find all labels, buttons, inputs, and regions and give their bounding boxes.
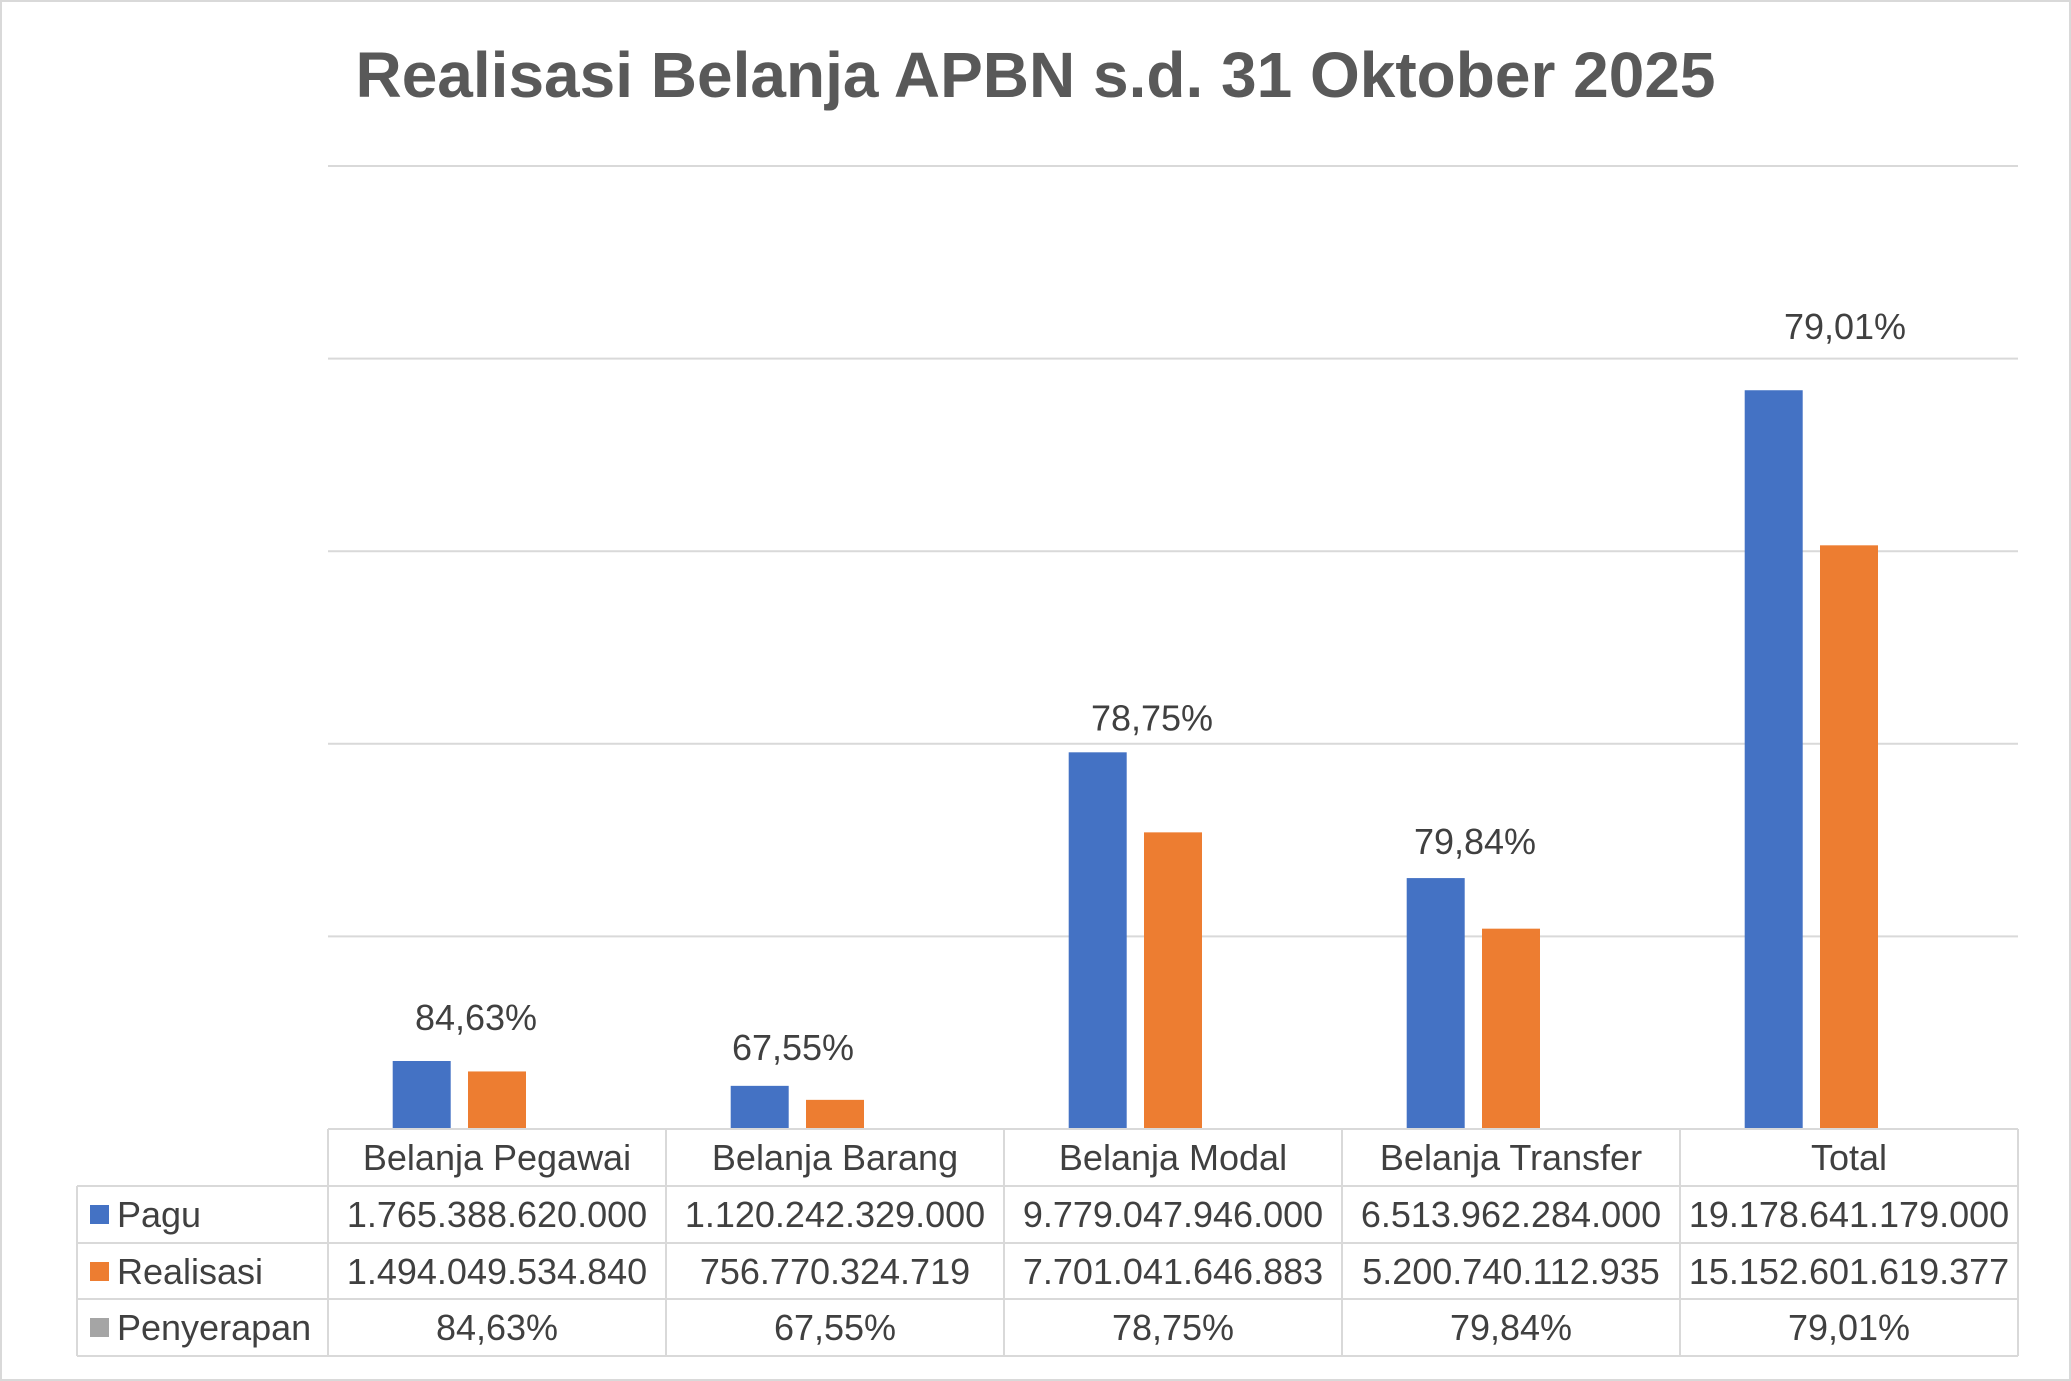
table-cell: 78,75%: [1112, 1307, 1234, 1348]
data-label-belanja-transfer: 79,84%: [1414, 821, 1536, 862]
bar-pagu-belanja-transfer: [1406, 878, 1465, 1129]
bar-realisasi-total: [1820, 545, 1878, 1129]
table-cell: 15.152.601.619.377: [1689, 1251, 2009, 1292]
category-label: Belanja Barang: [712, 1137, 958, 1178]
data-labels: 84,63% 67,55% 78,75% 79,84% 79,01%: [415, 306, 1906, 1068]
table-header-row: Belanja Pegawai Belanja Barang Belanja M…: [363, 1137, 1887, 1178]
data-label-belanja-modal: 78,75%: [1091, 697, 1213, 738]
data-label-belanja-barang: 67,55%: [732, 1027, 854, 1068]
table-cell: 19.178.641.179.000: [1689, 1194, 2009, 1235]
table-cell: 5.200.740.112.935: [1362, 1251, 1660, 1292]
table-cell: 6.513.962.284.000: [1361, 1194, 1661, 1235]
data-label-total: 79,01%: [1784, 306, 1906, 347]
category-label: Total: [1811, 1137, 1887, 1178]
bar-realisasi-belanja-modal: [1144, 832, 1202, 1129]
bars: [392, 390, 1878, 1129]
table-row-realisasi: Realisasi 1.494.049.534.840 756.770.324.…: [90, 1251, 2009, 1292]
bar-realisasi-belanja-barang: [806, 1099, 864, 1129]
bar-pagu-belanja-modal: [1068, 752, 1127, 1129]
data-table: Belanja Pegawai Belanja Barang Belanja M…: [76, 1128, 2019, 1357]
bar-pagu-total: [1744, 390, 1803, 1129]
category-label: Belanja Transfer: [1380, 1137, 1642, 1178]
gridlines: [328, 165, 2018, 938]
legend-key-penyerapan: [90, 1318, 109, 1337]
chart-title: Realisasi Belanja APBN s.d. 31 Oktober 2…: [355, 39, 1715, 111]
legend-key-pagu: [90, 1205, 109, 1224]
table-cell: 1.765.388.620.000: [347, 1194, 647, 1235]
table-cell: 9.779.047.946.000: [1023, 1194, 1323, 1235]
table-cell: 1.494.049.534.840: [347, 1251, 647, 1292]
bar-realisasi-belanja-pegawai: [468, 1071, 526, 1129]
table-lines: [76, 1128, 2019, 1357]
table-row-pagu: Pagu 1.765.388.620.000 1.120.242.329.000…: [90, 1194, 2009, 1235]
table-cell: 67,55%: [774, 1307, 896, 1348]
bar-pagu-belanja-pegawai: [392, 1060, 451, 1129]
table-row-penyerapan: Penyerapan 84,63% 67,55% 78,75% 79,84% 7…: [90, 1307, 1910, 1348]
legend-label-realisasi: Realisasi: [117, 1251, 263, 1292]
legend-key-realisasi: [90, 1262, 109, 1281]
bar-pagu-belanja-barang: [730, 1085, 789, 1129]
table-cell: 756.770.324.719: [700, 1251, 970, 1292]
category-label: Belanja Pegawai: [363, 1137, 631, 1178]
category-label: Belanja Modal: [1059, 1137, 1287, 1178]
legend-label-pagu: Pagu: [117, 1194, 201, 1235]
legend-label-penyerapan: Penyerapan: [117, 1307, 311, 1348]
table-cell: 84,63%: [436, 1307, 558, 1348]
table-cell: 79,84%: [1450, 1307, 1572, 1348]
data-label-belanja-pegawai: 84,63%: [415, 997, 537, 1038]
table-cell: 79,01%: [1788, 1307, 1910, 1348]
table-cell: 1.120.242.329.000: [685, 1194, 985, 1235]
bar-realisasi-belanja-transfer: [1482, 928, 1540, 1129]
table-cell: 7.701.041.646.883: [1023, 1251, 1323, 1292]
